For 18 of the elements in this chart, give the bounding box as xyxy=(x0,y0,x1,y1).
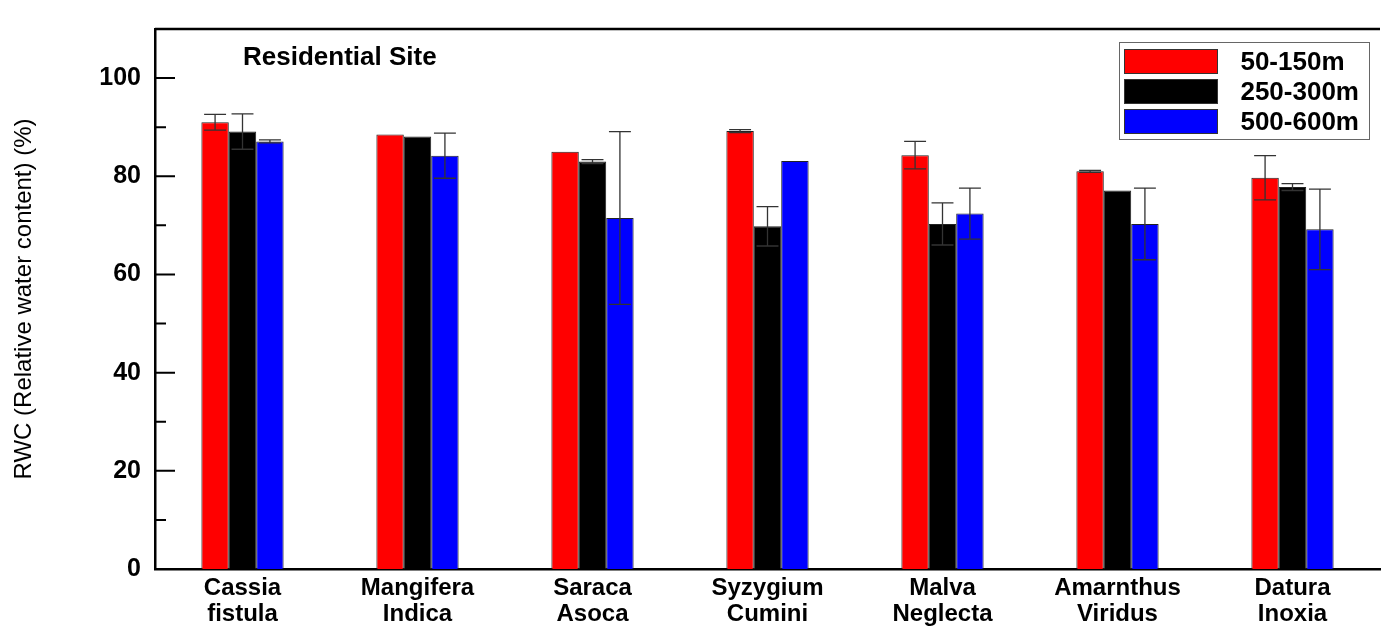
x-tick-label: Datura Inoxia xyxy=(1254,572,1332,626)
y-tick-label: 60 xyxy=(113,258,141,287)
x-tick-label: Amarnthus Viridus xyxy=(1054,572,1181,626)
legend-label: 50-150m xyxy=(1240,45,1345,77)
text: Residential Site xyxy=(243,41,437,72)
legend-label: 250-300m xyxy=(1240,75,1359,107)
x-tick-label: Malva Neglecta xyxy=(892,572,994,626)
y-tick-label: 100 xyxy=(99,61,141,90)
y-tick-label: 80 xyxy=(113,160,141,189)
x-tick-label: Saraca Asoca xyxy=(553,572,633,626)
legend-label: 500-600m xyxy=(1240,105,1359,137)
x-tick-label: Cassia fistula xyxy=(203,572,282,626)
y-axis-title: RWC (Relative water content) (%) xyxy=(9,118,37,480)
x-tick-label: Mangifera Indica xyxy=(360,572,475,626)
y-tick-label: 20 xyxy=(113,454,141,483)
y-tick-label: 40 xyxy=(113,356,141,385)
y-tick-label: 0 xyxy=(127,552,141,581)
x-tick-label: Syzygium Cumini xyxy=(711,572,824,626)
